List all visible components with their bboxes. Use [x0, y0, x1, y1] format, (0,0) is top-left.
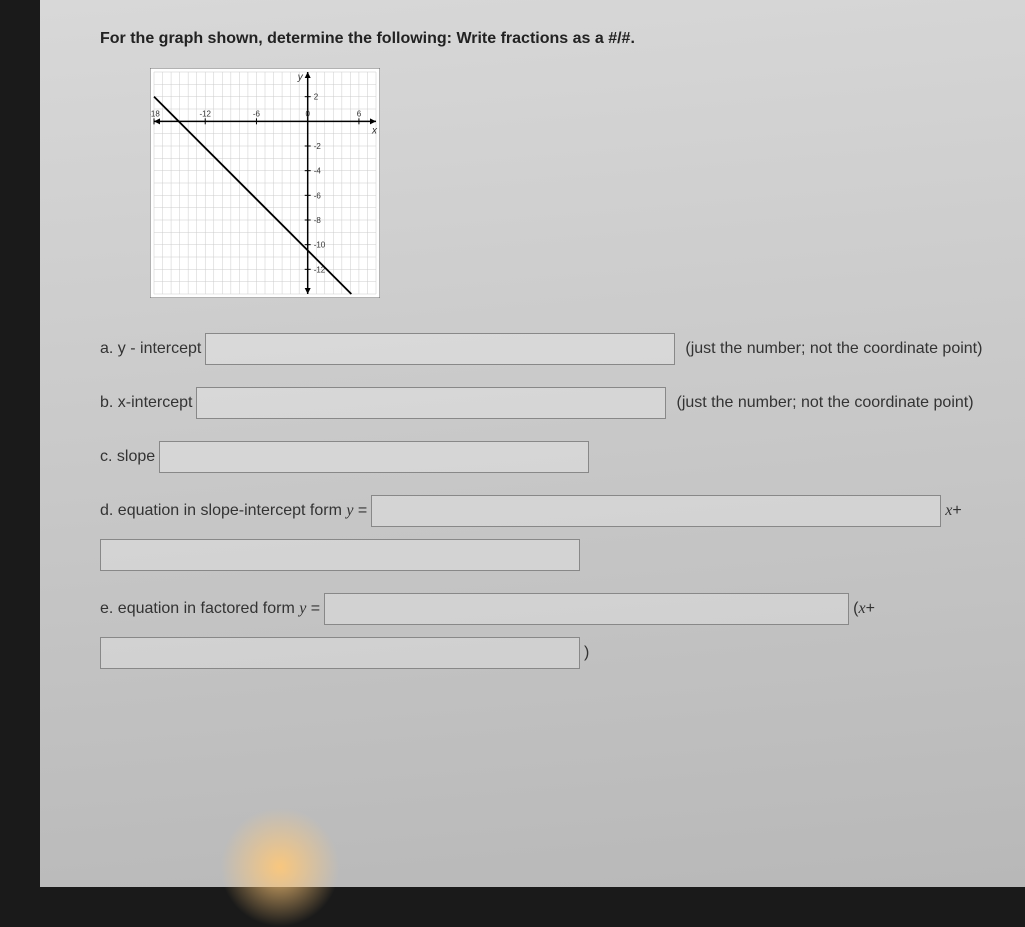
svg-text:-4: -4 [314, 167, 322, 176]
part-b-row: b. x-intercept (just the number; not the… [100, 387, 995, 419]
part-d-plus: + [952, 502, 961, 519]
factored-coeff-input[interactable] [324, 593, 849, 625]
svg-text:-10: -10 [314, 241, 326, 250]
part-b-label: b. x-intercept [100, 394, 192, 412]
part-e-row: e. equation in factored form y = (x+ ) [100, 593, 995, 669]
part-d-row: d. equation in slope-intercept form y = … [100, 495, 995, 571]
svg-text:y: y [297, 72, 304, 83]
svg-text:-6: -6 [314, 191, 322, 200]
svg-text:-2: -2 [314, 142, 322, 151]
part-e-equals: = [306, 600, 320, 617]
factored-term-input[interactable] [100, 637, 580, 669]
worksheet-page: For the graph shown, determine the follo… [40, 0, 1025, 887]
part-b-hint: (just the number; not the coordinate poi… [676, 394, 973, 412]
part-c-row: c. slope [100, 441, 995, 473]
part-e-paren-x-plus: (x+ [853, 600, 875, 618]
svg-text:0: 0 [305, 109, 310, 118]
part-a-label: a. y - intercept [100, 340, 201, 358]
svg-text:x: x [371, 125, 378, 136]
svg-text:2: 2 [314, 93, 319, 102]
part-e-plus: + [866, 600, 875, 617]
part-d-equals: = [353, 502, 367, 519]
svg-text:-12: -12 [199, 109, 211, 118]
part-c-label: c. slope [100, 448, 155, 466]
line-graph: 06-18-12-62-2-4-6-8-10-12xy [150, 68, 380, 298]
part-d-label: d. equation in slope-intercept form y = [100, 502, 367, 520]
svg-text:6: 6 [357, 109, 362, 118]
graph-container: 06-18-12-62-2-4-6-8-10-12xy [150, 68, 995, 303]
part-a-hint: (just the number; not the coordinate poi… [685, 340, 982, 358]
light-glow-artifact [220, 807, 340, 927]
part-e-label-text: e. equation in factored form [100, 600, 299, 617]
y-intercept-input[interactable] [205, 333, 675, 365]
slope-input[interactable] [159, 441, 589, 473]
x-intercept-input[interactable] [196, 387, 666, 419]
y-intercept-term-input[interactable] [100, 539, 580, 571]
question-prompt: For the graph shown, determine the follo… [100, 30, 995, 48]
part-e-var-x: x [858, 600, 865, 617]
svg-text:-18: -18 [150, 109, 160, 118]
svg-text:-8: -8 [314, 216, 322, 225]
svg-text:-6: -6 [253, 109, 261, 118]
part-d-label-text: d. equation in slope-intercept form [100, 502, 346, 519]
part-d-x-plus: x+ [945, 502, 961, 520]
part-e-label: e. equation in factored form y = [100, 600, 320, 618]
part-e-close-paren: ) [584, 644, 589, 662]
part-a-row: a. y - intercept (just the number; not t… [100, 333, 995, 365]
slope-coefficient-input[interactable] [371, 495, 941, 527]
